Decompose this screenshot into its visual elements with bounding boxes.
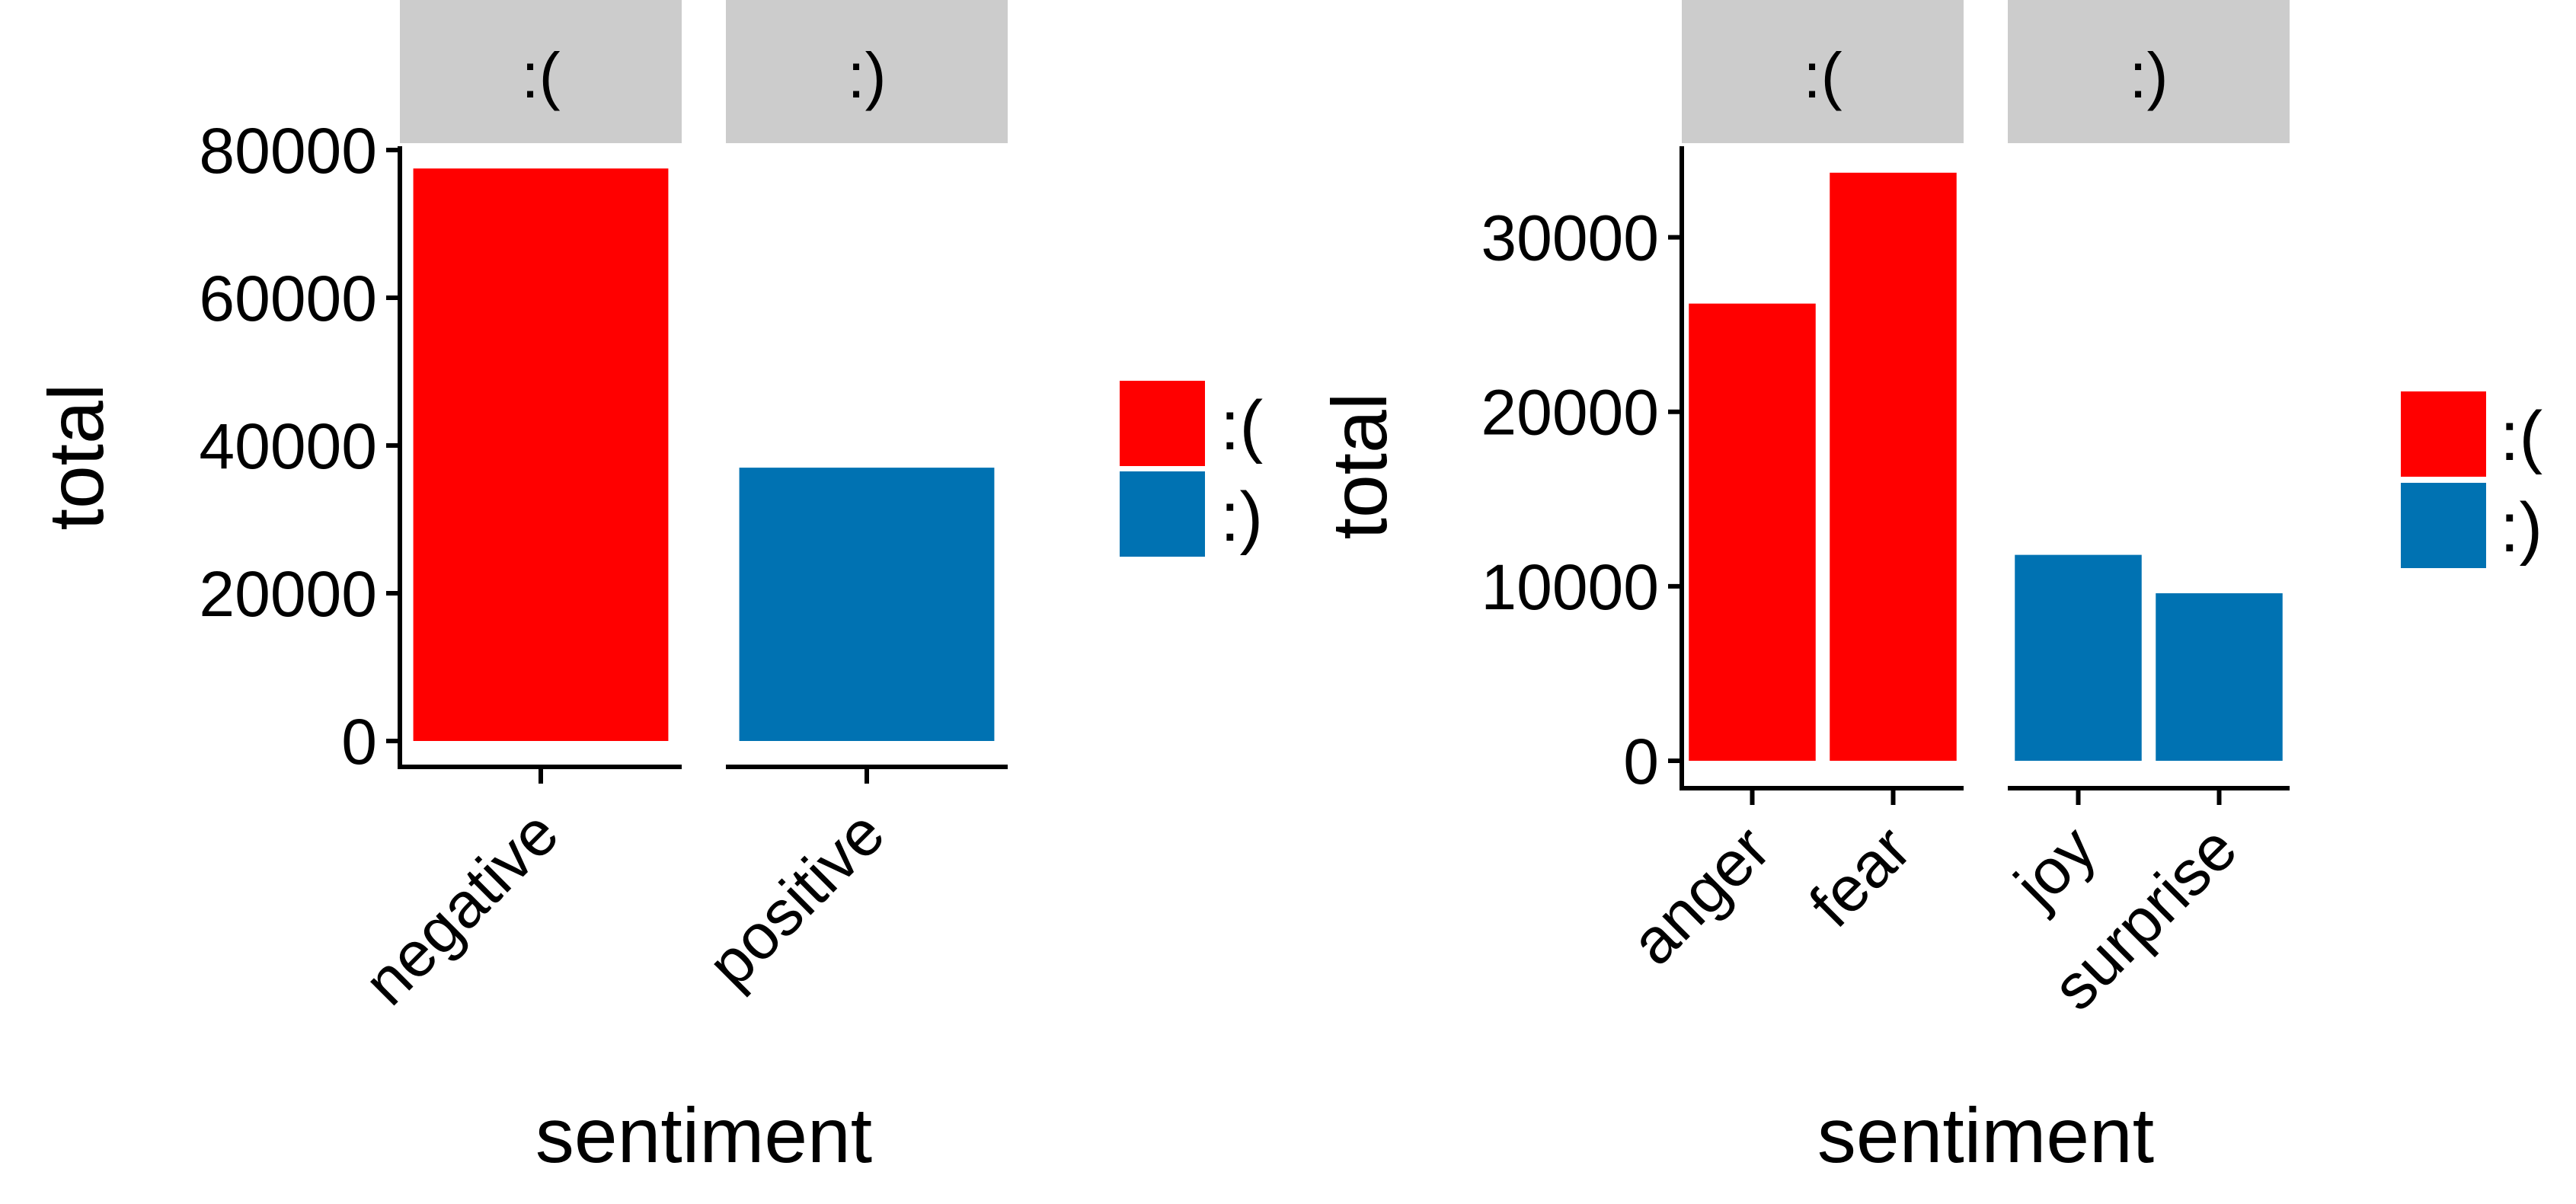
legend-label: :) [1220,478,1263,556]
x-tick-label: fear [1795,812,1924,941]
legend-label: :) [2500,489,2542,567]
chart-right: :( :) 0 10000 20000 30000 anger fear joysurpr… [1316,0,2543,1179]
bars [413,168,995,741]
bar-anger [1689,303,1816,761]
x-tick-label: positive [694,797,898,1001]
y-tick-label: 40000 [199,410,377,482]
y-tick-label: 20000 [199,558,377,630]
facet-strip-background [400,0,682,143]
y-tick-label: 10000 [1481,551,1659,623]
y-tick-label: 0 [1623,726,1659,797]
facet-strip-background [2008,0,2290,143]
y-tick-label: 30000 [1481,203,1659,274]
facet-strip-label: :( [1803,40,1842,111]
x-axis-title: sentiment [535,1092,872,1179]
x-tick-label: negative [350,797,572,1018]
facet-strip-label: :( [521,40,560,111]
y-axis-title: total [1316,393,1403,540]
bar-positive [739,468,995,741]
y-tick-label: 20000 [1481,377,1659,449]
x-axis-ticks: negative positive [350,767,898,1018]
x-tick-label: joy [1999,812,2110,922]
x-tick-label: anger [1617,812,1783,978]
chart-left: :( :) 0 20000 40000 60000 80000 negative posi… [33,0,1264,1179]
legend-key [1120,471,1205,557]
x-axis-title: sentiment [1817,1092,2154,1179]
facet-strip-label: :) [2129,40,2168,111]
y-tick-label: 0 [341,706,377,778]
y-tick-label: 80000 [199,115,377,187]
facet-strip-label: :) [847,40,886,111]
y-axis-ticks: 0 20000 40000 60000 80000 [199,115,400,778]
legend: :( :) [1120,381,1264,557]
bar-fear [1830,172,1957,761]
facet-strip-background [726,0,1008,143]
y-axis-ticks: 0 10000 20000 30000 [1481,203,1682,797]
bar-negative [413,168,669,741]
legend-label: :( [1220,387,1264,465]
y-tick-label: 60000 [199,263,377,334]
bars [1689,172,2283,761]
legend: :( :) [2401,391,2543,568]
bar-surprise [2156,593,2283,761]
facet-strip-background [1682,0,1964,143]
legend-key [2401,483,2486,568]
legend-key [2401,391,2486,477]
bar-joy [2015,554,2142,761]
legend-key [1120,381,1205,466]
legend-label: :( [2500,398,2543,475]
y-axis-title: total [33,384,120,531]
